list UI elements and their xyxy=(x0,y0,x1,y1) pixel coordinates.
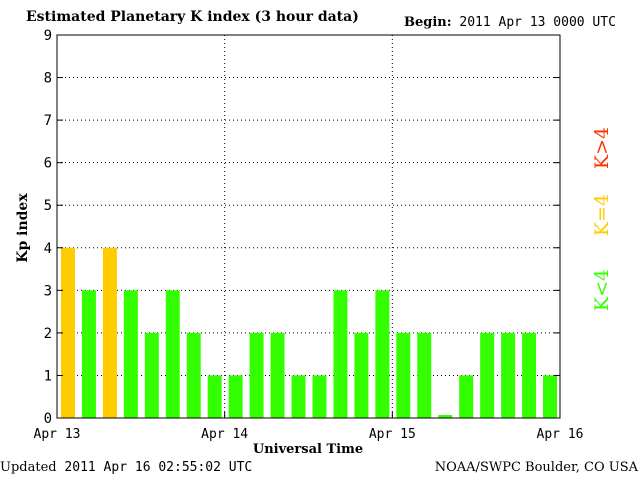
kp-bar xyxy=(396,332,411,418)
begin-time: Begin: 2011 Apr 13 0000 UTC xyxy=(404,15,616,30)
kp-bar xyxy=(522,332,537,418)
kp-bar xyxy=(123,290,138,418)
x-tick-label: Apr 16 xyxy=(537,427,584,442)
begin-label: Begin: xyxy=(404,15,452,30)
kp-bar xyxy=(375,290,390,418)
updated-time: Updated 2011 Apr 16 02:55:02 UTC xyxy=(0,460,252,475)
y-tick-label: 7 xyxy=(44,113,52,129)
kp-bar xyxy=(144,332,159,418)
y-tick-label: 8 xyxy=(44,71,52,87)
kp-bar xyxy=(165,290,180,418)
kp-bar xyxy=(459,375,474,418)
y-tick-label: 2 xyxy=(44,326,52,342)
x-tick-labels: Apr 13 Apr 14 Apr 15 Apr 16 xyxy=(34,427,584,442)
kp-bar xyxy=(207,375,222,418)
legend-above: K>4 xyxy=(591,127,613,169)
kp-bar xyxy=(543,375,557,418)
chart-title: Estimated Planetary K index (3 hour data… xyxy=(26,9,359,25)
kp-bar xyxy=(480,332,495,418)
plot-frame xyxy=(56,34,561,419)
bars xyxy=(61,247,557,418)
y-tick-label: 5 xyxy=(44,198,52,214)
y-tick-label: 1 xyxy=(44,368,52,384)
y-tick-label: 0 xyxy=(44,411,52,427)
legend-equal: K=4 xyxy=(591,194,613,236)
y-tick-label: 3 xyxy=(44,283,52,299)
kp-bar xyxy=(270,332,285,418)
kp-bar xyxy=(333,290,348,418)
y-tick-label: 9 xyxy=(44,28,52,44)
kp-bar xyxy=(291,375,306,418)
updated-value: 2011 Apr 16 02:55:02 UTC xyxy=(64,460,253,475)
kp-bar xyxy=(312,375,327,418)
begin-value: 2011 Apr 13 0000 UTC xyxy=(459,15,616,30)
source-credit: NOAA/SWPC Boulder, CO USA xyxy=(434,460,638,475)
y-tick-labels: 0 1 2 3 4 5 6 7 8 9 xyxy=(44,28,52,427)
kp-bar xyxy=(61,247,75,418)
kp-bar xyxy=(354,332,369,418)
y-axis-label: Kp index xyxy=(15,193,31,263)
kp-bar xyxy=(417,332,432,418)
kp-bar xyxy=(249,332,264,418)
legend-below: K<4 xyxy=(591,269,613,311)
y-tick-label: 6 xyxy=(44,156,52,172)
y-tick-label: 4 xyxy=(44,241,52,257)
legend: K>4 K=4 K<4 xyxy=(591,127,613,311)
updated-label: Updated xyxy=(0,460,57,475)
kp-bar xyxy=(102,247,117,418)
x-axis-label: Universal Time xyxy=(253,442,363,457)
kp-bar xyxy=(81,290,96,418)
kp-bar xyxy=(438,415,453,418)
kp-bar xyxy=(501,332,516,418)
kp-bar xyxy=(186,332,201,418)
x-tick-label: Apr 14 xyxy=(201,427,248,442)
x-tick-label: Apr 13 xyxy=(34,427,81,442)
kp-bar xyxy=(228,375,243,418)
ticks xyxy=(56,34,561,419)
x-tick-label: Apr 15 xyxy=(369,427,416,442)
